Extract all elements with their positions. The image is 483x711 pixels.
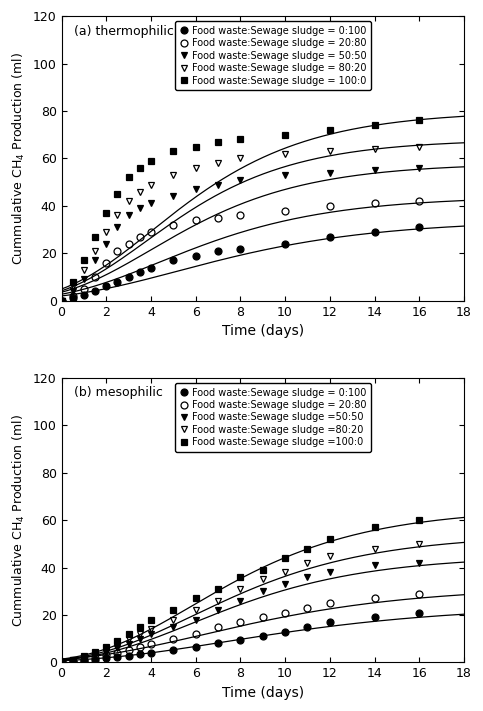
- X-axis label: Time (days): Time (days): [222, 324, 304, 338]
- X-axis label: Time (days): Time (days): [222, 686, 304, 700]
- Y-axis label: Cummulative CH$_4$ Production (ml): Cummulative CH$_4$ Production (ml): [11, 414, 27, 626]
- Text: (b) mesophilic: (b) mesophilic: [73, 386, 162, 400]
- Y-axis label: Cummulative CH$_4$ Production (ml): Cummulative CH$_4$ Production (ml): [11, 52, 27, 265]
- Legend: Food waste:Sewage sludge = 0:100, Food waste:Sewage sludge = 20:80, Food waste:S: Food waste:Sewage sludge = 0:100, Food w…: [175, 383, 371, 452]
- Legend: Food waste:Sewage sludge = 0:100, Food waste:Sewage sludge = 20:80, Food waste:S: Food waste:Sewage sludge = 0:100, Food w…: [175, 21, 371, 90]
- Text: (a) thermophilic: (a) thermophilic: [73, 25, 173, 38]
